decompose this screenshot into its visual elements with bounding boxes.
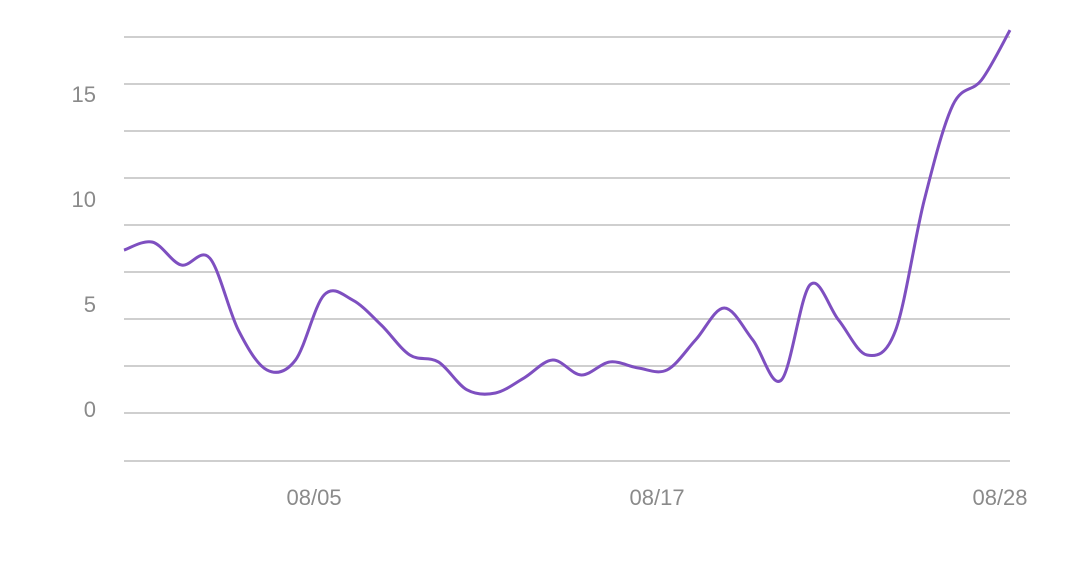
x-tick-label: 08/17 bbox=[630, 485, 685, 510]
y-tick-label: 5 bbox=[84, 292, 96, 317]
grid bbox=[124, 36, 1010, 462]
x-tick-label: 08/28 bbox=[972, 485, 1027, 510]
y-tick-label: 10 bbox=[72, 187, 96, 212]
y-tick-label: 0 bbox=[84, 397, 96, 422]
y-tick-label: 15 bbox=[72, 82, 96, 107]
line bbox=[123, 29, 1012, 396]
x-tick-label: 08/05 bbox=[287, 485, 342, 510]
